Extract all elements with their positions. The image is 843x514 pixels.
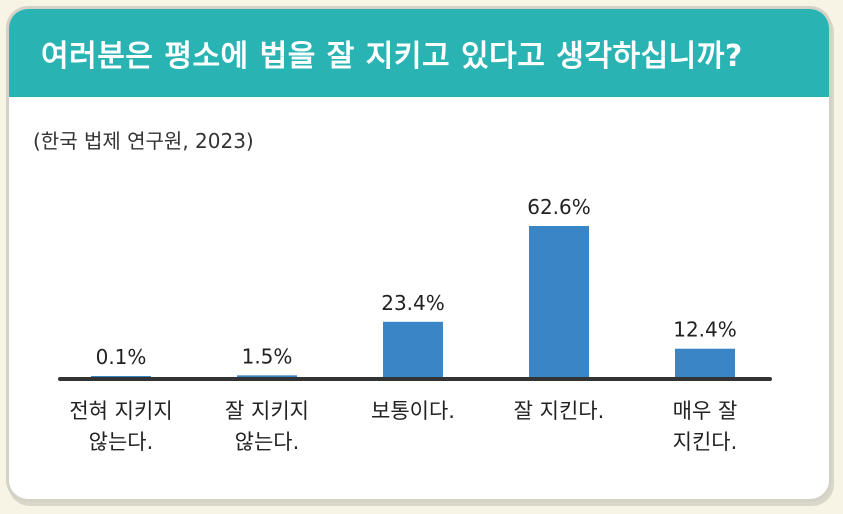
bar-5 [675, 348, 735, 379]
value-label-2: 1.5% [242, 344, 293, 368]
category-label-5-line-2: 지킨다. [673, 430, 738, 454]
source-note: (한국 법제 연구원, 2023) [33, 129, 254, 153]
category-label-2-line-1: 잘 지키지 [225, 399, 309, 423]
value-label-3: 23.4% [381, 291, 445, 315]
chart-title: 여러분은 평소에 법을 잘 지키고 있다고 생각하십니까? [41, 39, 743, 74]
chart-card: 여러분은 평소에 법을 잘 지키고 있다고 생각하십니까? (한국 법제 연구원… [6, 6, 832, 502]
category-label-4-line-1: 잘 지킨다. [514, 399, 605, 423]
category-label-3-line-1: 보통이다. [371, 399, 455, 423]
category-label-2-line-2: 않는다. [235, 430, 300, 454]
category-label-5-line-1: 매우 잘 [673, 399, 738, 423]
category-label-1-line-1: 전혀 지키지 [69, 399, 172, 423]
value-labels-group: 0.1% 1.5% 23.4% 62.6% 12.4% [96, 195, 737, 369]
value-label-4: 62.6% [527, 195, 591, 219]
bar-3 [383, 321, 443, 379]
value-label-5: 12.4% [673, 318, 737, 342]
value-label-1: 0.1% [96, 345, 147, 369]
title-banner: 여러분은 평소에 법을 잘 지키고 있다고 생각하십니까? [9, 9, 829, 97]
category-label-1-line-2: 않는다. [89, 430, 154, 454]
bar-4 [529, 226, 589, 379]
